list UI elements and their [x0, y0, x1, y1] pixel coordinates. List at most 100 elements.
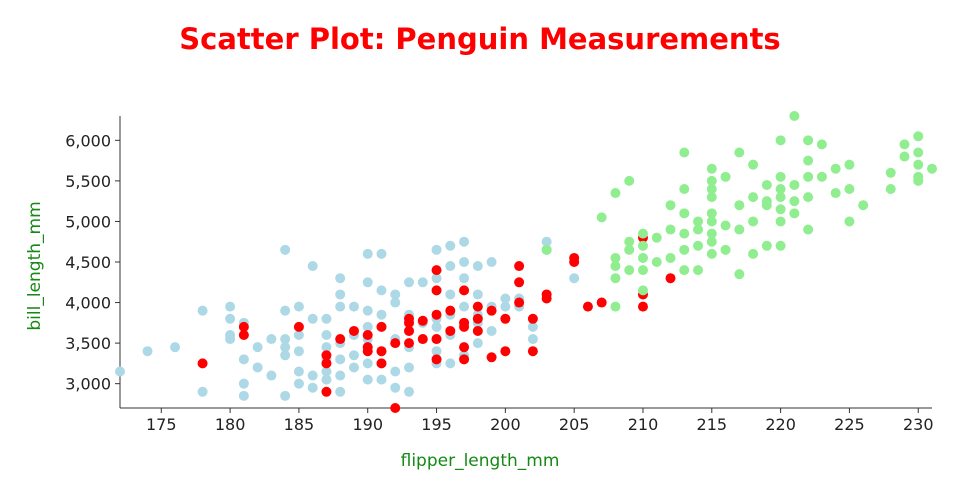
- data-point: [748, 192, 759, 203]
- data-point: [293, 378, 304, 389]
- data-point: [321, 342, 332, 353]
- data-point: [348, 301, 359, 312]
- data-point: [610, 273, 621, 284]
- data-point: [321, 330, 332, 340]
- data-point: [431, 244, 442, 255]
- data-point: [404, 325, 415, 336]
- data-point: [252, 362, 263, 373]
- data-points: [115, 111, 937, 413]
- data-point: [390, 289, 401, 300]
- x-tick-label: 175: [146, 415, 177, 434]
- data-point: [376, 309, 387, 320]
- data-point: [830, 163, 841, 174]
- data-point: [390, 297, 401, 308]
- data-point: [541, 236, 552, 247]
- data-point: [293, 301, 304, 312]
- data-point: [348, 350, 359, 361]
- data-point: [885, 167, 896, 178]
- data-point: [321, 350, 332, 361]
- data-point: [170, 342, 181, 353]
- data-point: [362, 342, 373, 353]
- data-point: [844, 184, 855, 194]
- data-point: [913, 171, 924, 182]
- data-point: [679, 147, 690, 158]
- data-point: [596, 297, 607, 308]
- data-point: [679, 184, 690, 194]
- data-point: [459, 257, 470, 267]
- data-point: [748, 248, 759, 259]
- data-point: [500, 313, 511, 324]
- y-axis-title: bill_length_mm: [25, 201, 45, 330]
- data-point: [500, 301, 511, 312]
- data-point: [775, 135, 786, 146]
- data-point: [390, 382, 401, 393]
- data-point: [706, 184, 717, 194]
- data-point: [706, 216, 717, 227]
- data-point: [280, 342, 291, 353]
- data-point: [610, 261, 621, 272]
- data-point: [225, 330, 236, 340]
- data-point: [404, 386, 415, 397]
- data-point: [706, 236, 717, 247]
- data-point: [486, 325, 497, 336]
- data-point: [321, 358, 332, 369]
- data-point: [789, 196, 800, 207]
- x-axis-title: flipper_length_mm: [401, 451, 560, 471]
- data-point: [431, 346, 442, 357]
- data-point: [335, 334, 346, 345]
- data-point: [913, 159, 924, 170]
- data-point: [789, 179, 800, 190]
- data-point: [693, 224, 704, 235]
- data-point: [500, 346, 511, 357]
- data-point: [417, 315, 428, 326]
- data-point: [569, 273, 580, 284]
- data-point: [445, 261, 456, 272]
- data-point: [624, 244, 635, 255]
- data-point: [830, 188, 841, 199]
- data-point: [486, 257, 497, 267]
- data-point: [376, 358, 387, 369]
- data-point: [651, 232, 662, 243]
- data-point: [720, 171, 731, 182]
- data-point: [486, 352, 497, 363]
- series-2: [541, 111, 937, 312]
- data-point: [115, 366, 125, 377]
- data-point: [376, 374, 387, 385]
- data-point: [280, 305, 291, 316]
- data-point: [844, 159, 855, 170]
- series-1: [197, 232, 676, 413]
- data-point: [266, 370, 277, 381]
- data-point: [624, 175, 635, 186]
- data-point: [238, 378, 249, 389]
- data-point: [197, 386, 208, 397]
- data-point: [500, 293, 511, 304]
- data-point: [665, 252, 676, 263]
- data-point: [927, 163, 937, 174]
- data-point: [459, 342, 470, 353]
- data-point: [362, 358, 373, 369]
- data-point: [679, 244, 690, 255]
- data-point: [445, 305, 456, 316]
- data-point: [445, 240, 456, 251]
- chart-title: Scatter Plot: Penguin Measurements: [179, 22, 781, 56]
- data-point: [197, 358, 208, 369]
- data-point: [803, 224, 814, 235]
- data-point: [720, 220, 731, 231]
- data-point: [293, 366, 304, 377]
- data-point: [748, 159, 759, 170]
- data-point: [706, 163, 717, 174]
- data-point: [527, 313, 538, 324]
- data-point: [472, 289, 483, 300]
- data-point: [913, 147, 924, 158]
- data-point: [679, 265, 690, 276]
- data-point: [637, 228, 648, 239]
- data-point: [610, 188, 621, 199]
- y-tick-label: 5,500: [65, 172, 111, 191]
- data-point: [665, 224, 676, 235]
- y-tick-label: 3,000: [65, 375, 111, 394]
- data-point: [252, 342, 263, 353]
- data-point: [445, 358, 456, 369]
- data-point: [706, 228, 717, 239]
- data-point: [431, 273, 442, 284]
- data-point: [610, 301, 621, 312]
